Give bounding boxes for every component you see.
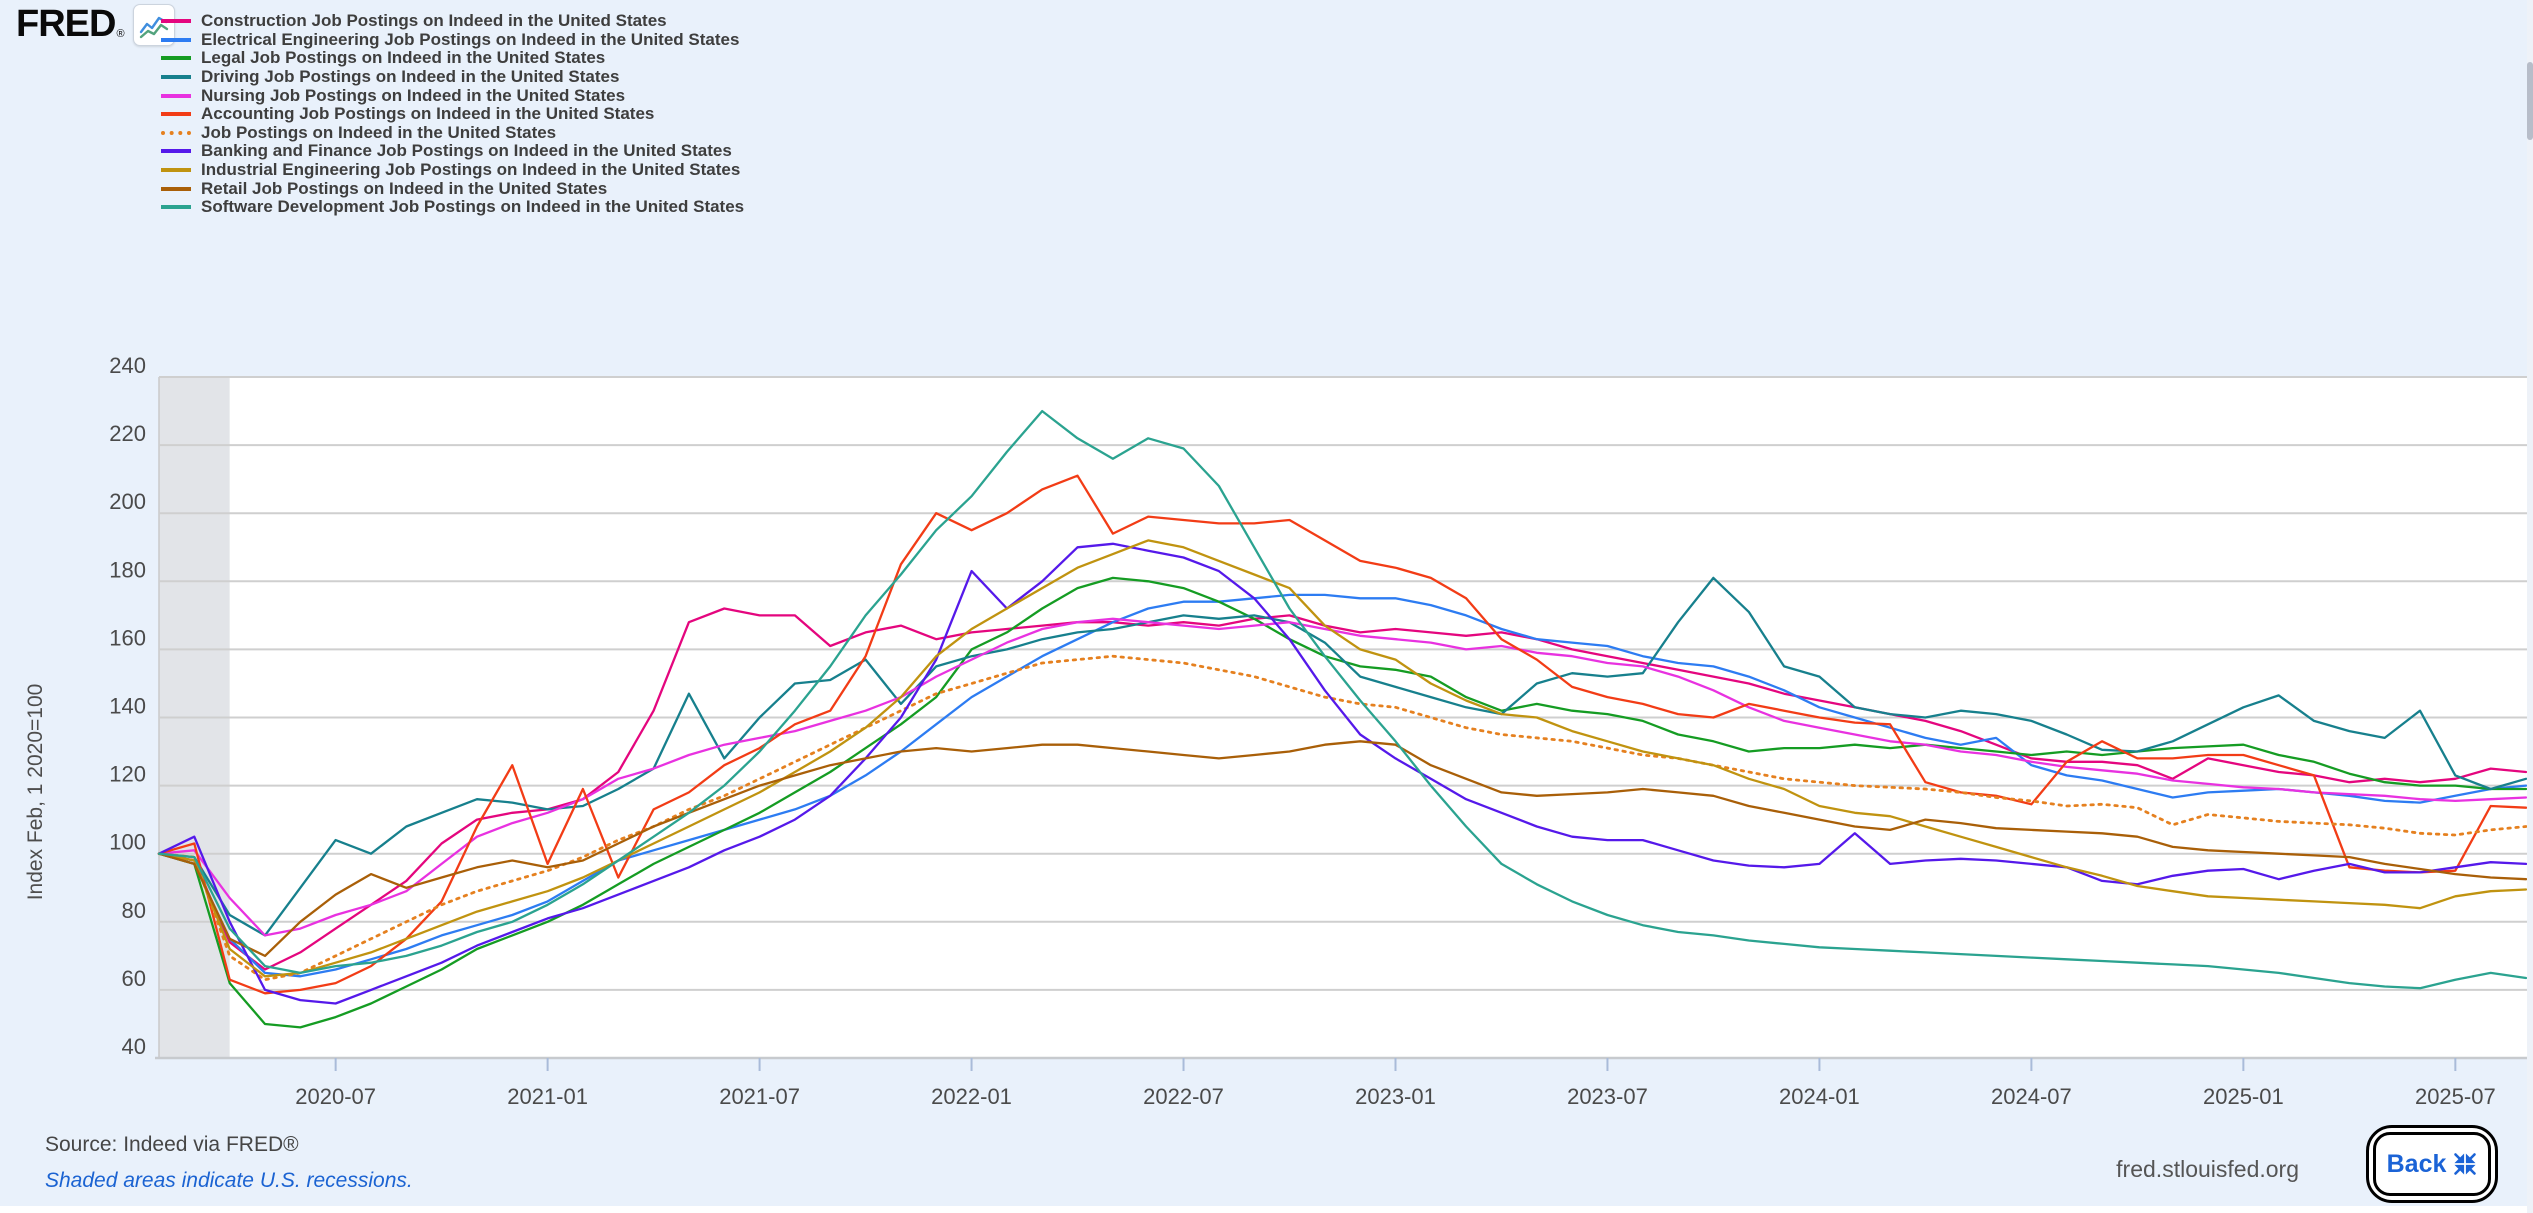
back-button[interactable]: Back: [2366, 1125, 2498, 1203]
series-line-5[interactable]: [157, 474, 2528, 995]
legend-swatch-icon: [161, 37, 191, 42]
fred-logo-text: FRED: [16, 3, 116, 45]
y-tick-label: 200: [109, 489, 146, 514]
legend-swatch-icon: [161, 56, 191, 61]
y-tick-label: 80: [122, 898, 146, 923]
legend-item[interactable]: Industrial Engineering Job Postings on I…: [161, 160, 744, 180]
y-tick-label: 60: [122, 966, 146, 991]
series-line-8[interactable]: [157, 539, 2528, 978]
x-tick-label: 2022-07: [1143, 1084, 1224, 1109]
fred-logo-reg: ®: [116, 28, 125, 40]
legend-label: Job Postings on Indeed in the United Sta…: [201, 122, 557, 142]
legend-label: Accounting Job Postings on Indeed in the…: [201, 104, 655, 124]
legend-label: Driving Job Postings on Indeed in the Un…: [201, 67, 620, 87]
site-url: fred.stlouisfed.org: [2116, 1156, 2299, 1182]
legend-label: Industrial Engineering Job Postings on I…: [201, 160, 741, 180]
back-button-label: Back: [2386, 1149, 2447, 1178]
legend-swatch-icon: [161, 168, 191, 173]
legend-label: Banking and Finance Job Postings on Inde…: [201, 141, 732, 161]
x-tick-label: 2024-07: [1991, 1084, 2072, 1109]
y-axis-title: Index Feb, 1 2020=100: [24, 684, 47, 901]
y-tick-label: 180: [109, 557, 146, 582]
scrollbar-thumb[interactable]: [2527, 62, 2533, 140]
legend-swatch-icon: [161, 205, 191, 210]
legend-label: Legal Job Postings on Indeed in the Unit…: [201, 48, 606, 68]
legend-item[interactable]: Construction Job Postings on Indeed in t…: [161, 11, 744, 31]
legend-item[interactable]: Driving Job Postings on Indeed in the Un…: [161, 67, 744, 87]
legend-swatch-icon: [161, 112, 191, 117]
legend-item[interactable]: Banking and Finance Job Postings on Inde…: [161, 141, 744, 161]
series-line-3[interactable]: [157, 576, 2528, 937]
legend-swatch-icon: [161, 186, 191, 191]
legend-label: Nursing Job Postings on Indeed in the Un…: [201, 85, 626, 105]
legend-label: Retail Job Postings on Indeed in the Uni…: [201, 178, 608, 198]
legend-swatch-icon: [161, 93, 191, 98]
x-tick-label: 2023-07: [1567, 1084, 1648, 1109]
legend-item[interactable]: Nursing Job Postings on Indeed in the Un…: [161, 86, 744, 105]
legend-swatch-icon: [161, 75, 191, 80]
bottom-strip: [0, 1206, 2533, 1213]
x-tick-label: 2022-01: [931, 1084, 1012, 1109]
legend-item[interactable]: Software Development Job Postings on Ind…: [161, 197, 745, 217]
collapse-arrows-icon: [2454, 1153, 2477, 1175]
x-tick-label: 2021-07: [719, 1084, 800, 1109]
back-button-inner: Back: [2373, 1132, 2491, 1196]
x-tick-label: 2023-01: [1355, 1084, 1436, 1109]
source-note: Source: Indeed via FRED®: [45, 1133, 299, 1156]
series-line-1[interactable]: [157, 593, 2528, 978]
x-tick-label: 2025-07: [2415, 1084, 2496, 1109]
y-tick-label: 140: [109, 694, 146, 719]
scrollbar-track[interactable]: [2527, 0, 2533, 1213]
legend-swatch-icon: [161, 149, 191, 154]
x-tick-label: 2025-01: [2203, 1084, 2284, 1109]
legend-label: Electrical Engineering Job Postings on I…: [201, 29, 740, 49]
series-line-10[interactable]: [157, 409, 2528, 990]
y-tick-label: 40: [122, 1034, 146, 1059]
legend-item[interactable]: Legal Job Postings on Indeed in the Unit…: [161, 48, 744, 68]
x-tick-label: 2024-01: [1779, 1084, 1860, 1109]
legend-swatch-icon: [161, 19, 191, 24]
x-tick-label: 2021-01: [507, 1084, 588, 1109]
legend-label: Construction Job Postings on Indeed in t…: [201, 11, 667, 31]
y-tick-label: 100: [109, 830, 146, 855]
x-tick-label: 2020-07: [295, 1084, 376, 1109]
series-line-6[interactable]: [157, 654, 2528, 982]
series-line-4[interactable]: [157, 617, 2528, 937]
fred-logo[interactable]: FRED ®: [16, 4, 175, 46]
legend-label: Software Development Job Postings on Ind…: [201, 197, 745, 217]
legend-item[interactable]: Job Postings on Indeed in the United Sta…: [161, 122, 744, 143]
legend-item[interactable]: Electrical Engineering Job Postings on I…: [161, 29, 744, 50]
legend-item[interactable]: Retail Job Postings on Indeed in the Uni…: [161, 179, 744, 198]
y-tick-label: 160: [109, 625, 146, 650]
recession-note-link[interactable]: Shaded areas indicate U.S. recessions.: [45, 1169, 413, 1192]
y-tick-label: 220: [109, 421, 146, 446]
legend-swatch-icon: [161, 130, 191, 135]
y-tick-label: 240: [109, 353, 146, 378]
chart-legend: Construction Job Postings on Indeed in t…: [161, 11, 745, 217]
y-tick-label: 120: [109, 762, 146, 787]
legend-item[interactable]: Accounting Job Postings on Indeed in the…: [161, 104, 744, 124]
series-line-9[interactable]: [157, 740, 2528, 958]
